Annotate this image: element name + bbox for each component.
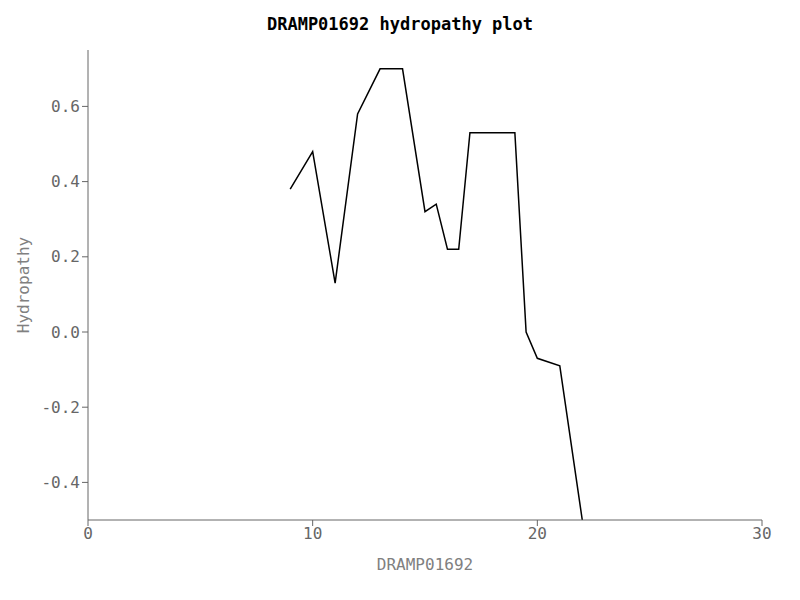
svg-text:20: 20 [528, 524, 547, 543]
svg-text:0.6: 0.6 [51, 97, 80, 116]
svg-text:-0.2: -0.2 [41, 398, 80, 417]
svg-text:30: 30 [752, 524, 771, 543]
html-text:DRAMP01692 hydropathy plot: DRAMP01692 hydropathy plot [266, 14, 533, 34]
svg-text:Hydropathy: Hydropathy [14, 236, 33, 333]
svg-text:0: 0 [83, 524, 93, 543]
svg-text:0.2: 0.2 [51, 247, 80, 266]
svg-text:0.4: 0.4 [51, 172, 80, 191]
svg-text:0.0: 0.0 [51, 323, 80, 342]
svg-text:10: 10 [303, 524, 322, 543]
svg-text:-0.4: -0.4 [41, 473, 80, 492]
svg-text:DRAMP01692: DRAMP01692 [377, 555, 473, 574]
